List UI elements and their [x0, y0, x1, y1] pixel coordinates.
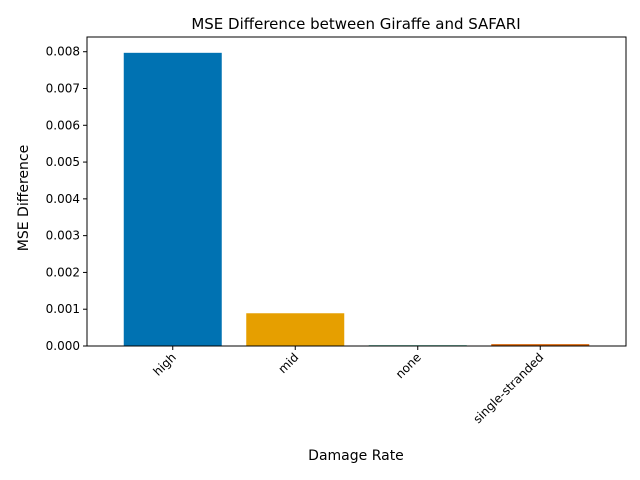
- x-tick-label: mid: [275, 350, 301, 376]
- y-tick-label: 0.007: [46, 82, 80, 96]
- y-tick-label: 0.006: [46, 118, 80, 132]
- bars-group: [123, 52, 590, 347]
- y-tick-label: 0.008: [46, 45, 80, 59]
- x-axis-label: Damage Rate: [308, 448, 404, 464]
- y-tick-label: 0.004: [46, 192, 80, 206]
- chart-title: MSE Difference between Giraffe and SAFAR…: [191, 15, 520, 33]
- plot-frame: [86, 36, 627, 347]
- bar-high: [123, 52, 222, 346]
- x-tick-label: high: [150, 350, 178, 378]
- x-tick-label: single-stranded: [470, 350, 546, 426]
- bar-single-stranded: [491, 344, 590, 346]
- x-axis: high mid none single-stranded: [150, 346, 546, 426]
- y-tick-label: 0.005: [46, 155, 80, 169]
- y-axis: 0.000 0.001 0.002 0.003 0.004 0.005 0.006 0.007…: [46, 45, 87, 353]
- y-axis-label: MSE Difference: [16, 145, 32, 251]
- x-tick-label: none: [393, 350, 424, 381]
- bar-mid: [246, 313, 345, 346]
- y-tick-label: 0.001: [46, 302, 80, 316]
- y-tick-label: 0.000: [46, 339, 80, 353]
- y-tick-label: 0.002: [46, 265, 80, 279]
- y-tick-label: 0.003: [46, 229, 80, 243]
